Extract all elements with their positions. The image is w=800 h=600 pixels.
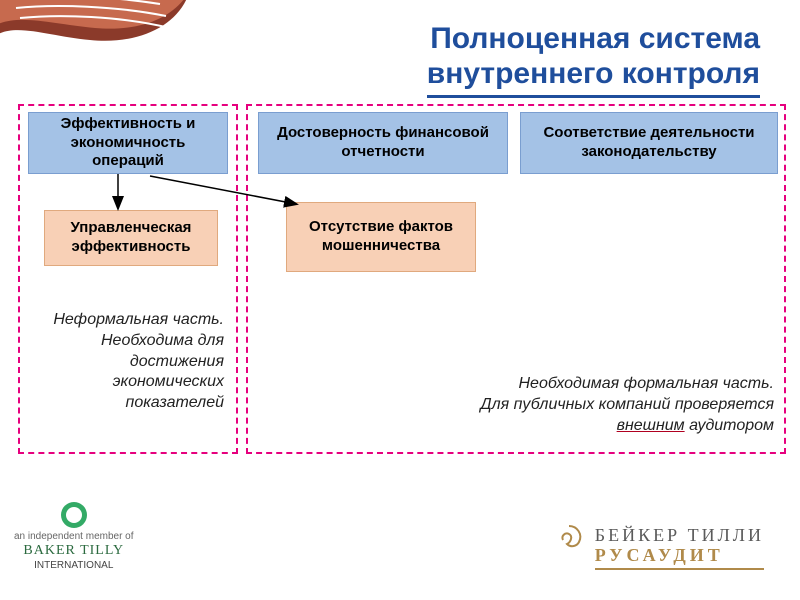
box-nofraud-label: Отсутствие фактов мошенничества	[295, 218, 467, 256]
caption-informal-l4: экономических	[28, 372, 224, 393]
box-reliability-label: Достоверность финансовой отчетности	[267, 124, 499, 162]
box-management-label: Управленческая эффективность	[53, 219, 209, 257]
caption-informal-l3: достижения	[28, 352, 224, 373]
slide: Полноценная система внутреннего контроля…	[0, 0, 800, 600]
caption-formal-auditor: внешним	[617, 417, 685, 434]
box-efficiency-label: Эффективность и экономичность операций	[37, 115, 219, 171]
title-line2: внутреннего контроля	[427, 57, 760, 99]
logo-left-brand: BAKER TILLY	[14, 543, 134, 560]
caption-formal-l2: Для публичных компаний проверяется	[380, 395, 774, 416]
caption-informal-l2: Необходима для	[28, 331, 224, 352]
box-reliability: Достоверность финансовой отчетности	[258, 112, 508, 174]
corner-wave-icon	[0, 0, 190, 75]
box-compliance: Соответствие деятельности законодательст…	[520, 112, 778, 174]
logo-right-underline	[595, 568, 764, 570]
box-management: Управленческая эффективность	[44, 210, 218, 266]
caption-informal: Неформальная часть. Необходима для дости…	[28, 310, 224, 414]
caption-formal-l3: внешним аудитором	[380, 416, 774, 437]
box-efficiency: Эффективность и экономичность операций	[28, 112, 228, 174]
box-nofraud: Отсутствие фактов мошенничества	[286, 202, 476, 272]
caption-formal-tail: аудитором	[685, 417, 774, 434]
logo-baker-tilly-intl: an independent member of BAKER TILLY INT…	[14, 502, 134, 572]
caption-informal-l5: показателей	[28, 393, 224, 414]
logo-left-tagline: an independent member of	[14, 531, 134, 543]
caption-informal-l1: Неформальная часть.	[28, 310, 224, 331]
logo-right-l1: БЕЙКЕР ТИЛЛИ	[595, 526, 764, 546]
logo-rusaudit-icon	[551, 522, 587, 558]
logo-left-intl: INTERNATIONAL	[14, 560, 134, 572]
title-line1: Полноценная система	[240, 22, 760, 57]
box-compliance-label: Соответствие деятельности законодательст…	[529, 124, 769, 162]
slide-title: Полноценная система внутреннего контроля	[240, 22, 760, 98]
caption-formal: Необходимая формальная часть. Для публич…	[380, 374, 774, 436]
logo-rusaudit: БЕЙКЕР ТИЛЛИ РУСАУДИТ	[595, 526, 764, 570]
logo-right-l2: РУСАУДИТ	[595, 546, 764, 566]
caption-formal-l1: Необходимая формальная часть.	[380, 374, 774, 395]
logo-baker-tilly-icon	[61, 502, 87, 528]
